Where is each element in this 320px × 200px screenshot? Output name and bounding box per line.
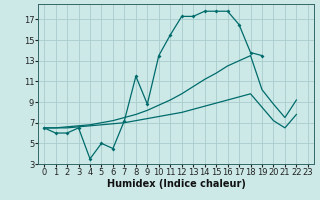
X-axis label: Humidex (Indice chaleur): Humidex (Indice chaleur)	[107, 179, 245, 189]
